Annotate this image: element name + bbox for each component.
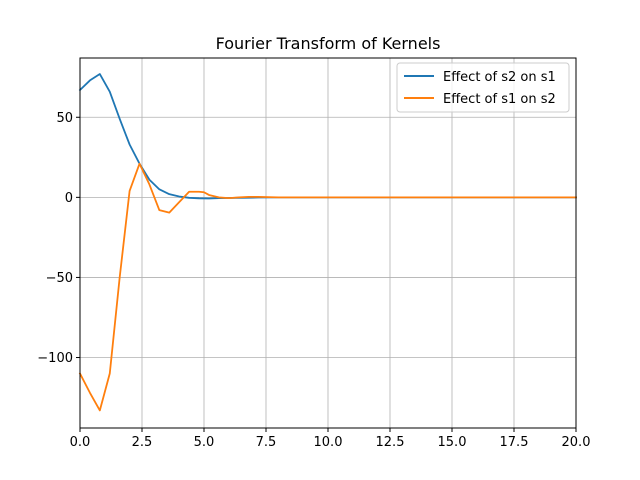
x-tick-label: 15.0	[438, 435, 467, 450]
legend-label-series-1: Effect of s2 on s1	[443, 70, 556, 85]
x-tick-label: 5.0	[194, 435, 215, 450]
series-layer	[78, 73, 577, 412]
x-tick-label: 12.5	[376, 435, 405, 450]
y-tick-label: 0	[65, 191, 73, 206]
chart-title: Fourier Transform of Kernels	[216, 34, 441, 53]
x-tick-label: 20.0	[562, 435, 591, 450]
legend: Effect of s2 on s1 Effect of s1 on s2	[396, 62, 570, 113]
y-tick-label: −50	[46, 271, 73, 286]
y-tick-label: 50	[56, 111, 73, 126]
x-tick-label: 7.5	[256, 435, 277, 450]
legend-label-series-2: Effect of s1 on s2	[443, 92, 556, 107]
series-line-2	[78, 162, 577, 412]
legend-box	[396, 62, 570, 113]
axes-layer: 0.0 2.5 5.0 7.5 10.0 12.5 15.0 17.5 20.0 −100 −50 0…	[37, 57, 591, 450]
y-tick-label: −100	[37, 351, 73, 366]
x-tick-label: 2.5	[132, 435, 153, 450]
x-tick-label: 17.5	[500, 435, 529, 450]
x-tick-label: 0.0	[70, 435, 91, 450]
x-tick-label: 10.0	[314, 435, 343, 450]
